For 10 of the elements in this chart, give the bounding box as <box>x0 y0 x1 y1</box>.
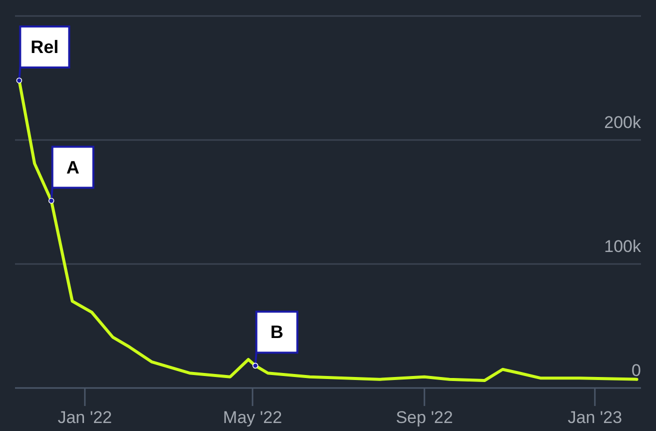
y-tick-label: 200k <box>604 113 642 132</box>
annotation: B <box>270 322 284 342</box>
x-tick-label: Jan '23 <box>568 408 622 427</box>
x-tick-label: Jan '22 <box>58 408 112 427</box>
y-tick-label: 100k <box>604 237 642 256</box>
annotation: Rel <box>30 36 59 57</box>
x-tick-label: Sep '22 <box>396 408 453 427</box>
x-tick-label: May '22 <box>223 408 282 427</box>
y-tick-label: 0 <box>632 361 641 380</box>
annotation: A <box>66 157 80 178</box>
